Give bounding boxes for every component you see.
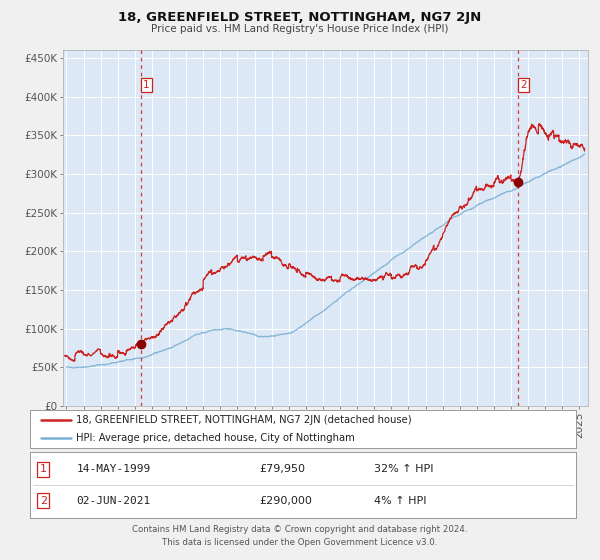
Text: 02-JUN-2021: 02-JUN-2021 [76,496,151,506]
Text: 1: 1 [40,464,47,474]
Text: 2: 2 [520,80,527,90]
Text: 18, GREENFIELD STREET, NOTTINGHAM, NG7 2JN: 18, GREENFIELD STREET, NOTTINGHAM, NG7 2… [118,11,482,24]
Text: HPI: Average price, detached house, City of Nottingham: HPI: Average price, detached house, City… [76,433,355,443]
Text: Price paid vs. HM Land Registry's House Price Index (HPI): Price paid vs. HM Land Registry's House … [151,24,449,34]
Text: 32% ↑ HPI: 32% ↑ HPI [374,464,433,474]
Text: 18, GREENFIELD STREET, NOTTINGHAM, NG7 2JN (detached house): 18, GREENFIELD STREET, NOTTINGHAM, NG7 2… [76,415,412,425]
Text: Contains HM Land Registry data © Crown copyright and database right 2024.: Contains HM Land Registry data © Crown c… [132,525,468,534]
Text: 2: 2 [40,496,47,506]
Text: 4% ↑ HPI: 4% ↑ HPI [374,496,427,506]
Text: 14-MAY-1999: 14-MAY-1999 [76,464,151,474]
Text: £79,950: £79,950 [259,464,305,474]
Text: This data is licensed under the Open Government Licence v3.0.: This data is licensed under the Open Gov… [163,538,437,547]
Text: £290,000: £290,000 [259,496,312,506]
Text: 1: 1 [143,80,149,90]
